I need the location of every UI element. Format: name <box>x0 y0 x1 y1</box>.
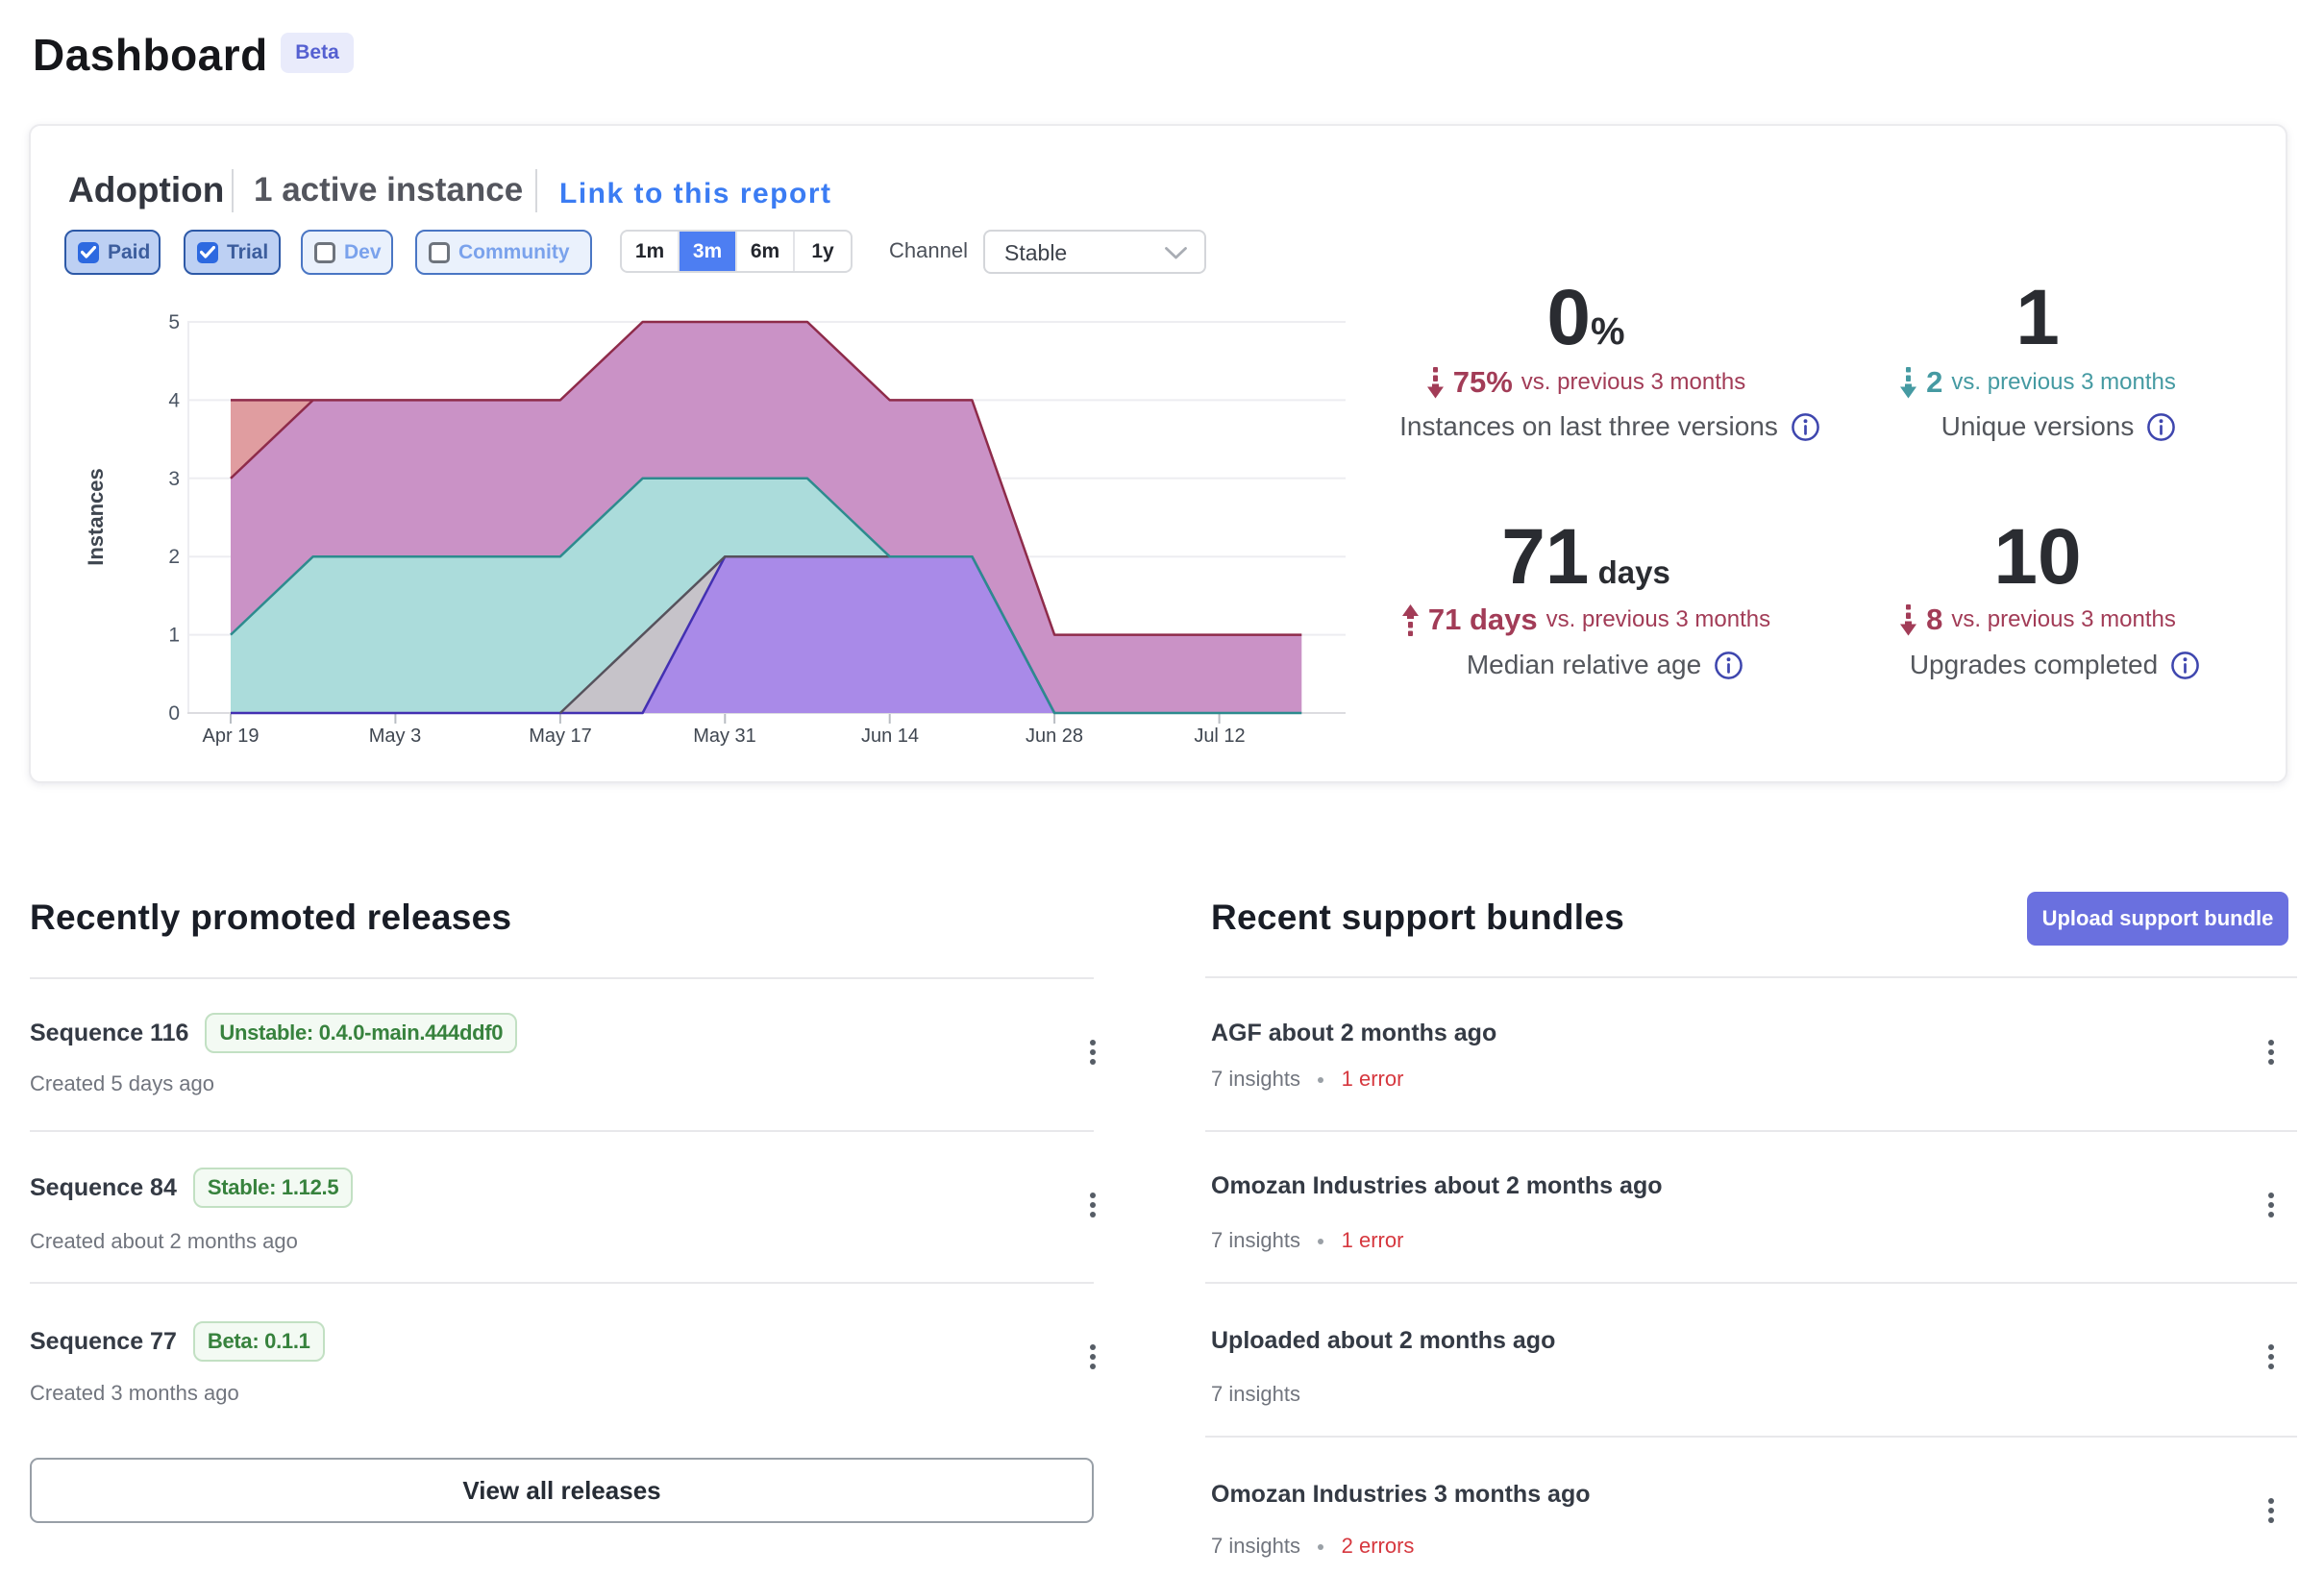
svg-text:0: 0 <box>168 702 180 725</box>
svg-text:Instances: Instances <box>84 468 108 566</box>
svg-text:May 17: May 17 <box>529 726 592 747</box>
svg-text:1: 1 <box>168 625 180 647</box>
svg-text:Jun 14: Jun 14 <box>861 726 919 747</box>
svg-text:5: 5 <box>168 311 180 333</box>
svg-text:Jun 28: Jun 28 <box>1026 726 1083 747</box>
svg-text:May 31: May 31 <box>693 726 756 747</box>
svg-text:Apr 19: Apr 19 <box>203 726 260 747</box>
svg-text:May 3: May 3 <box>369 726 421 747</box>
svg-text:4: 4 <box>168 389 180 411</box>
svg-text:3: 3 <box>168 468 180 490</box>
svg-text:Jul 12: Jul 12 <box>1194 726 1245 747</box>
svg-text:2: 2 <box>168 546 180 568</box>
